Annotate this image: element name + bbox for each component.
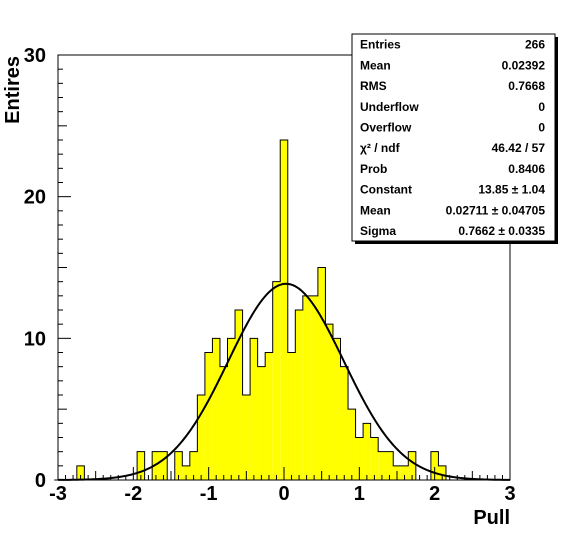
histogram-bar <box>242 395 251 480</box>
histogram-bar <box>295 310 303 480</box>
y-tick-label: 20 <box>24 187 46 209</box>
histogram-bar <box>287 352 296 480</box>
histogram-bar <box>317 267 326 480</box>
x-tick-label: 2 <box>429 483 440 505</box>
histogram-bar <box>265 352 273 480</box>
histogram-bars <box>54 139 507 481</box>
stats-box: Entries 266 Mean 0.02392 RMS 0.7668 Underflow 0… <box>351 33 558 244</box>
histogram-bar <box>408 451 416 480</box>
histogram-bar <box>430 451 439 480</box>
y-tick-label: 10 <box>24 328 46 350</box>
histogram-bar <box>310 295 318 480</box>
y-tick-label: 30 <box>24 45 46 67</box>
histogram-bar <box>197 395 205 480</box>
stats-box-frame <box>351 33 556 242</box>
histogram-bar <box>272 281 281 480</box>
histogram-bar <box>137 451 145 480</box>
histogram-bar <box>189 451 198 480</box>
y-axis-title: Entires <box>2 56 24 124</box>
histogram-bar <box>174 451 183 480</box>
histogram-bar <box>182 465 190 480</box>
x-tick-label: 3 <box>504 483 515 505</box>
stats-label: Underflow <box>360 100 419 114</box>
stats-value: 0.7662 ± 0.0335 <box>458 224 545 238</box>
histogram-bar <box>250 338 258 480</box>
x-tick-label: -1 <box>200 483 218 505</box>
histogram-bar <box>355 437 364 480</box>
stats-label: χ² / ndf <box>360 141 401 155</box>
stats-value: 46.42 / 57 <box>492 141 546 155</box>
histogram-bar <box>340 366 349 480</box>
histogram-bar <box>400 465 409 480</box>
histogram-bar <box>204 352 213 480</box>
x-tick-label: -2 <box>124 483 142 505</box>
histogram-bar <box>385 451 394 480</box>
histogram-bar <box>438 465 446 480</box>
stats-label: Overflow <box>360 121 412 135</box>
histogram-bar <box>378 451 386 480</box>
histogram-bar <box>332 338 341 480</box>
stats-value: 0 <box>538 121 545 135</box>
stats-value: 0.8406 <box>508 162 545 176</box>
histogram-bar <box>348 409 356 480</box>
x-tick-label: 1 <box>354 483 365 505</box>
x-tick-label: 0 <box>278 483 289 505</box>
stats-label: Constant <box>360 183 412 197</box>
stats-value: 0.02711 ± 0.04705 <box>446 203 546 217</box>
histogram-bar <box>257 366 266 480</box>
stats-value: 0 <box>538 100 545 114</box>
histogram-bar <box>235 310 243 480</box>
histogram-bar <box>159 451 168 480</box>
histogram-bar <box>325 324 333 480</box>
axis-ticks <box>57 54 511 481</box>
stats-label: Entries <box>360 38 401 52</box>
histogram-bar <box>219 366 228 480</box>
histogram-bar <box>212 338 220 480</box>
stats-label: Mean <box>360 203 391 217</box>
stats-value: 0.7668 <box>508 79 545 93</box>
stats-value: 13.85 ± 1.04 <box>478 183 545 197</box>
stats-label: Prob <box>360 162 387 176</box>
stats-label: Sigma <box>360 224 396 238</box>
stats-label: Mean <box>360 58 391 72</box>
stats-value: 266 <box>525 38 545 52</box>
histogram-bar <box>280 140 288 480</box>
histogram-bar <box>363 423 371 480</box>
histogram-bar <box>370 437 379 480</box>
stats-value: 0.02392 <box>502 58 546 72</box>
stats-label: RMS <box>360 79 387 93</box>
histogram-bar <box>302 295 311 480</box>
x-tick-label: -3 <box>49 483 67 505</box>
x-axis-title: Pull <box>473 507 510 529</box>
histogram-bar <box>76 465 85 480</box>
histogram-bar <box>152 451 160 480</box>
histogram-bar <box>227 338 236 480</box>
y-tick-label: 0 <box>35 470 46 492</box>
